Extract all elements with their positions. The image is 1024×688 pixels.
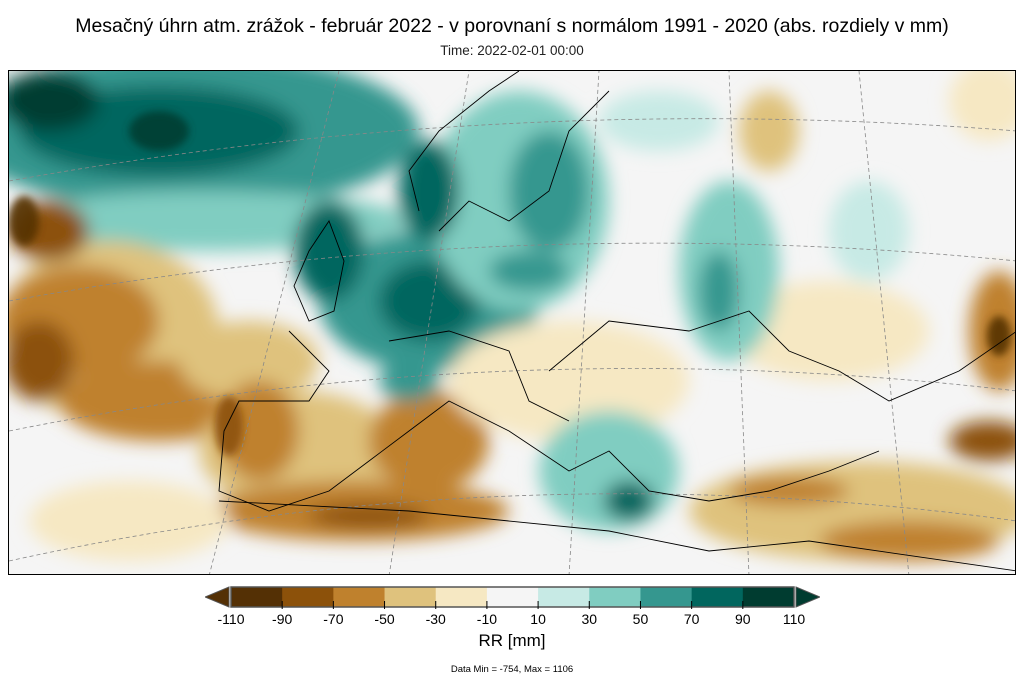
data-min-max: Data Min = -754, Max = 1106 [450,664,574,675]
colorbar-tick-label: 30 [581,611,598,627]
coastlines [218,71,1015,572]
colorbar-swatch [384,587,437,607]
colorbar-unit-label: RR [mm] [478,631,546,650]
colorbar-frame [230,586,795,608]
colorbar-tick-label: -10 [476,611,498,627]
colorbar-swatch [742,587,795,607]
colorbar-tick-label: -50 [374,611,395,627]
colorbar-tick-label: 70 [683,611,700,627]
map-time: Time: 2022-02-01 00:00 [440,43,584,58]
colorbar-swatch [640,587,693,607]
colorbar-under-arrow [203,586,230,608]
colorbar-swatch [282,587,334,607]
map-title: Mesačný úhrn atm. zrážok - február 2022 … [75,15,949,37]
colorbar-tick-label: -30 [425,611,446,627]
colorbar-swatch [538,587,590,607]
colorbar-swatch [691,587,744,607]
colorbar-over-arrow [795,586,822,608]
colorbar-swatch [589,587,641,607]
colorbar-tick-label: 110 [782,611,806,627]
precipitation-anomaly-map [8,70,1016,575]
colorbar-swatch [231,587,283,607]
colorbar-swatch [435,587,488,607]
colorbar-tick-label: 50 [632,611,649,627]
colorbar-tick-label: -90 [272,611,293,627]
colorbar-tick-label: -110 [217,611,245,627]
map-raster [9,71,1015,574]
graticule [9,71,1015,574]
colorbar [203,585,822,609]
colorbar-tick-label: -70 [323,611,344,627]
colorbar-tick-label: 90 [735,611,751,627]
colorbar-swatch [486,587,539,607]
colorbar-tick-label: 10 [530,611,546,627]
colorbar-swatch [333,587,386,607]
